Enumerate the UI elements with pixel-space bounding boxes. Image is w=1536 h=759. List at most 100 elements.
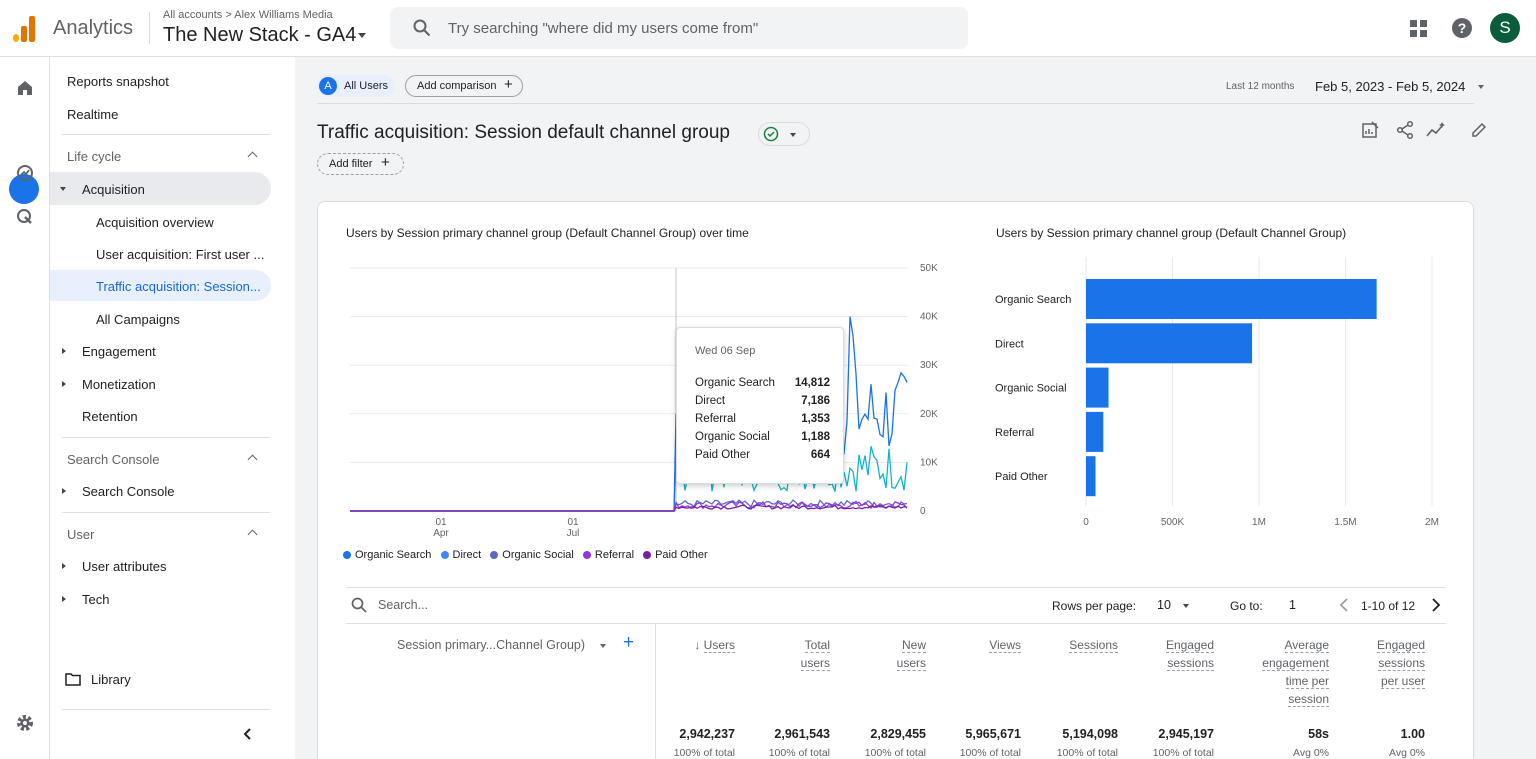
- chevron-up-icon[interactable]: [247, 529, 258, 540]
- column-total: 1.00: [1400, 727, 1425, 741]
- title-status-dropdown[interactable]: [758, 122, 810, 146]
- collapse-nav-icon[interactable]: [241, 727, 255, 741]
- nav-section-lifecycle[interactable]: Life cycle: [67, 149, 122, 164]
- column-total: 2,961,543: [774, 727, 830, 741]
- segment-label: All Users: [344, 80, 389, 92]
- analytics-logo-icon[interactable]: [13, 16, 37, 42]
- nav-library[interactable]: Library: [91, 672, 131, 687]
- account-breadcrumb[interactable]: All accounts > Alex Williams Media: [163, 9, 333, 21]
- series-line-organic-social[interactable]: [350, 499, 908, 512]
- series-line-referral[interactable]: [350, 500, 908, 512]
- dimension-header[interactable]: Session primary...Channel Group): [397, 638, 586, 652]
- table-search-input[interactable]: Search...: [378, 598, 429, 612]
- plus-icon: +: [504, 76, 513, 93]
- column-header[interactable]: Engaged sessions: [1165, 638, 1214, 671]
- nav-retention[interactable]: Retention: [82, 409, 138, 424]
- nav-search-console[interactable]: Search Console: [82, 484, 175, 499]
- y-tick-label: 0: [920, 506, 926, 517]
- nav-user-attributes[interactable]: User attributes: [82, 559, 167, 574]
- bar[interactable]: [1086, 456, 1096, 497]
- avatar[interactable]: S: [1490, 13, 1520, 43]
- x-tick-label: Jul: [567, 528, 580, 539]
- bar[interactable]: [1086, 411, 1104, 452]
- nav-reports-snapshot[interactable]: Reports snapshot: [67, 74, 169, 89]
- help-icon[interactable]: ?: [1452, 18, 1472, 38]
- column-subtotal: Avg 0%: [1293, 747, 1329, 759]
- x-tick-label: Apr: [433, 528, 449, 539]
- expand-arrow-icon[interactable]: [62, 381, 66, 387]
- column-header[interactable]: Sessions: [1069, 638, 1118, 653]
- expand-arrow-icon[interactable]: [62, 563, 66, 569]
- column-header[interactable]: ↓ Users: [694, 638, 735, 653]
- home-icon[interactable]: [12, 75, 38, 101]
- nav-engagement[interactable]: Engagement: [82, 344, 156, 359]
- share-icon[interactable]: [1395, 120, 1415, 140]
- column-header[interactable]: Engaged sessions per user: [1376, 638, 1425, 689]
- explore-icon[interactable]: [12, 160, 38, 186]
- advertising-icon[interactable]: [12, 204, 38, 230]
- date-range-picker[interactable]: Feb 5, 2023 - Feb 5, 2024: [1315, 79, 1466, 94]
- tooltip-label: Referral: [695, 413, 736, 425]
- next-page-icon[interactable]: [1430, 598, 1442, 612]
- nav-traffic-acquisition[interactable]: Traffic acquisition: Session...: [96, 279, 261, 294]
- nav-user-acquisition[interactable]: User acquisition: First user ...: [96, 247, 265, 262]
- nav-realtime[interactable]: Realtime: [67, 107, 119, 122]
- divider: [62, 134, 270, 135]
- caret-down-icon[interactable]: [1183, 604, 1189, 608]
- chevron-up-icon[interactable]: [247, 151, 258, 162]
- legend-item[interactable]: Referral: [594, 549, 635, 561]
- column-header[interactable]: Average engagement time per session: [1262, 638, 1329, 707]
- column-total: 58s: [1308, 727, 1329, 741]
- search-icon: [351, 597, 367, 613]
- bar[interactable]: [1086, 323, 1253, 364]
- search-input[interactable]: Try searching "where did my users come f…: [390, 7, 968, 49]
- legend-item[interactable]: Paid Other: [655, 549, 708, 561]
- column-header[interactable]: Total users: [800, 638, 830, 671]
- nav-acquisition[interactable]: Acquisition: [82, 182, 145, 197]
- caret-down-icon[interactable]: [600, 644, 606, 648]
- bar[interactable]: [1086, 279, 1377, 319]
- add-comparison-button[interactable]: Add comparison +: [405, 75, 523, 97]
- legend-item[interactable]: Organic Search: [355, 549, 432, 561]
- settings-icon[interactable]: [12, 710, 38, 736]
- apps-grid-icon[interactable]: [1410, 20, 1427, 37]
- nav-tech[interactable]: Tech: [82, 592, 110, 607]
- rows-per-page-select[interactable]: 10: [1157, 598, 1171, 612]
- expand-arrow-icon[interactable]: [62, 488, 66, 494]
- main-content: A All Users Add comparison + Last 12 mon…: [295, 57, 1536, 759]
- nav-all-campaigns[interactable]: All Campaigns: [96, 312, 180, 327]
- collapse-arrow-icon[interactable]: [60, 187, 66, 191]
- nav-acquisition-overview[interactable]: Acquisition overview: [96, 215, 214, 230]
- bar-category-label: Organic Social: [995, 383, 1067, 395]
- add-dimension-icon[interactable]: +: [623, 632, 635, 653]
- nav-selected-background: [50, 270, 271, 301]
- edit-pencil-icon[interactable]: [1470, 121, 1488, 139]
- segment-chip-all-users[interactable]: A All Users: [317, 75, 395, 97]
- chevron-up-icon[interactable]: [247, 454, 258, 465]
- page-title: Traffic acquisition: Session default cha…: [317, 122, 730, 143]
- series-line-paid-other[interactable]: [350, 504, 908, 512]
- column-header[interactable]: Views: [989, 638, 1021, 653]
- expand-arrow-icon[interactable]: [62, 348, 66, 354]
- bar[interactable]: [1086, 367, 1109, 408]
- prev-page-icon[interactable]: [1338, 598, 1350, 612]
- expand-arrow-icon[interactable]: [62, 596, 66, 602]
- tooltip-label: Organic Social: [695, 431, 770, 443]
- nav-section-search-console[interactable]: Search Console: [67, 452, 160, 467]
- customize-report-icon[interactable]: [1361, 121, 1379, 139]
- nav-section-user[interactable]: User: [67, 527, 95, 542]
- legend-item[interactable]: Direct: [452, 549, 482, 561]
- y-tick-label: 20K: [920, 409, 938, 420]
- legend-item[interactable]: Organic Social: [502, 549, 574, 561]
- divider: [149, 12, 150, 44]
- caret-down-icon[interactable]: [358, 33, 366, 38]
- caret-down-icon[interactable]: [1478, 85, 1484, 89]
- property-selector[interactable]: The New Stack - GA4: [163, 24, 357, 46]
- column-header[interactable]: New users: [896, 638, 926, 671]
- goto-input[interactable]: 1: [1289, 598, 1296, 612]
- insights-icon[interactable]: [1425, 121, 1447, 139]
- nav-monetization[interactable]: Monetization: [82, 377, 156, 392]
- reports-icon[interactable]: [12, 116, 38, 142]
- add-filter-button[interactable]: Add filter +: [317, 153, 404, 175]
